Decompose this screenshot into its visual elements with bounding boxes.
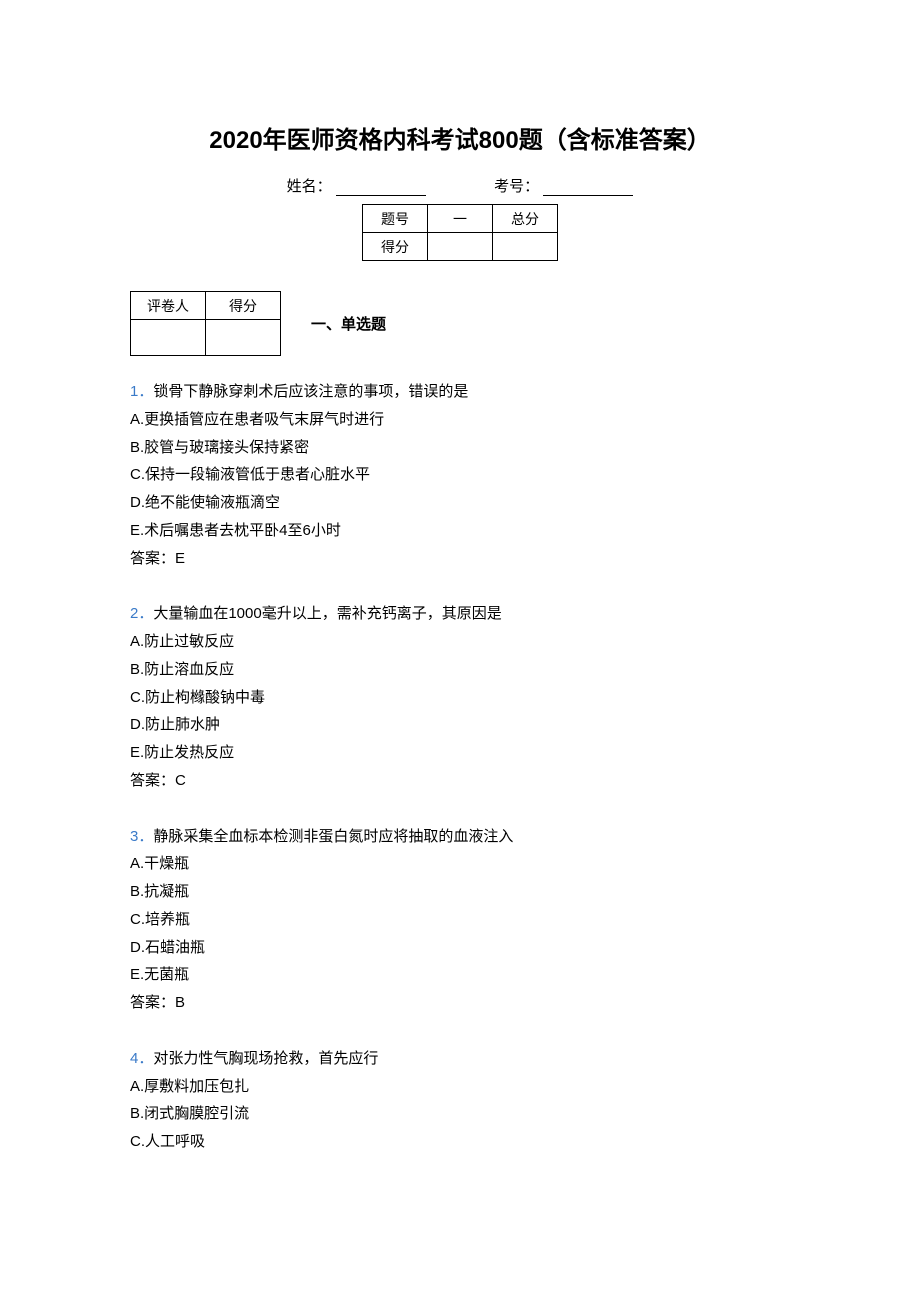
id-label: 考号：: [494, 175, 539, 196]
question-option: B.胶管与玻璃接头保持紧密: [130, 434, 790, 462]
question-option: C.保持一段输液管低于患者心脏水平: [130, 461, 790, 489]
grader-table: 评卷人 得分: [130, 291, 281, 356]
student-info-row: 姓名： 考号：: [130, 175, 790, 196]
question-option: B.防止溶血反应: [130, 656, 790, 684]
question-stem: 4．对张力性气胸现场抢救，首先应行: [130, 1045, 790, 1073]
question-number: 4．: [130, 1050, 153, 1067]
score-header-cell: 总分: [493, 205, 558, 233]
table-row: 评卷人 得分: [131, 292, 281, 320]
score-cell: [493, 233, 558, 261]
question-block: 4．对张力性气胸现场抢救，首先应行A.厚敷料加压包扎B.闭式胸膜腔引流C.人工呼…: [130, 1045, 790, 1156]
question-number: 1．: [130, 383, 153, 400]
question-answer: 答案：B: [130, 989, 790, 1017]
table-row: 得分: [363, 233, 558, 261]
question-option: B.抗凝瓶: [130, 878, 790, 906]
question-option: D.石蜡油瓶: [130, 934, 790, 962]
question-stem: 3．静脉采集全血标本检测非蛋白氮时应将抽取的血液注入: [130, 823, 790, 851]
question-option: A.干燥瓶: [130, 850, 790, 878]
score-header-cell: 一: [428, 205, 493, 233]
grader-header-cell: 得分: [206, 292, 281, 320]
question-number: 2．: [130, 605, 153, 622]
question-option: D.绝不能使输液瓶滴空: [130, 489, 790, 517]
question-option: A.防止过敏反应: [130, 628, 790, 656]
table-row: [131, 320, 281, 356]
question-option: C.防止枸橼酸钠中毒: [130, 684, 790, 712]
questions-container: 1．锁骨下静脉穿刺术后应该注意的事项，错误的是A.更换插管应在患者吸气末屏气时进…: [130, 378, 790, 1156]
score-cell: 得分: [363, 233, 428, 261]
score-header-cell: 题号: [363, 205, 428, 233]
question-option: C.培养瓶: [130, 906, 790, 934]
section-title: 一、单选题: [311, 313, 386, 334]
question-stem: 2．大量输血在1000毫升以上，需补充钙离子，其原因是: [130, 600, 790, 628]
score-cell: [428, 233, 493, 261]
question-text: 锁骨下静脉穿刺术后应该注意的事项，错误的是: [153, 383, 468, 400]
question-option: E.术后嘱患者去枕平卧4至6小时: [130, 517, 790, 545]
question-answer: 答案：E: [130, 545, 790, 573]
grader-cell: [131, 320, 206, 356]
question-stem: 1．锁骨下静脉穿刺术后应该注意的事项，错误的是: [130, 378, 790, 406]
grader-cell: [206, 320, 281, 356]
question-option: D.防止肺水肿: [130, 711, 790, 739]
question-option: A.厚敷料加压包扎: [130, 1073, 790, 1101]
section-header: 评卷人 得分 一、单选题: [130, 291, 790, 356]
name-label: 姓名：: [287, 175, 332, 196]
question-option: E.无菌瓶: [130, 961, 790, 989]
question-text: 对张力性气胸现场抢救，首先应行: [153, 1050, 378, 1067]
question-option: A.更换插管应在患者吸气末屏气时进行: [130, 406, 790, 434]
question-text: 静脉采集全血标本检测非蛋白氮时应将抽取的血液注入: [153, 828, 513, 845]
question-option: C.人工呼吸: [130, 1128, 790, 1156]
question-number: 3．: [130, 828, 153, 845]
question-block: 2．大量输血在1000毫升以上，需补充钙离子，其原因是A.防止过敏反应B.防止溶…: [130, 600, 790, 794]
question-option: B.闭式胸膜腔引流: [130, 1100, 790, 1128]
question-answer: 答案：C: [130, 767, 790, 795]
question-block: 3．静脉采集全血标本检测非蛋白氮时应将抽取的血液注入A.干燥瓶B.抗凝瓶C.培养…: [130, 823, 790, 1017]
question-block: 1．锁骨下静脉穿刺术后应该注意的事项，错误的是A.更换插管应在患者吸气末屏气时进…: [130, 378, 790, 572]
id-blank: [543, 178, 633, 196]
page-title: 2020年医师资格内科考试800题（含标准答案）: [130, 120, 790, 155]
name-blank: [336, 178, 426, 196]
question-text: 大量输血在1000毫升以上，需补充钙离子，其原因是: [153, 605, 501, 622]
table-row: 题号 一 总分: [363, 205, 558, 233]
question-option: E.防止发热反应: [130, 739, 790, 767]
score-table: 题号 一 总分 得分: [362, 204, 558, 261]
grader-header-cell: 评卷人: [131, 292, 206, 320]
